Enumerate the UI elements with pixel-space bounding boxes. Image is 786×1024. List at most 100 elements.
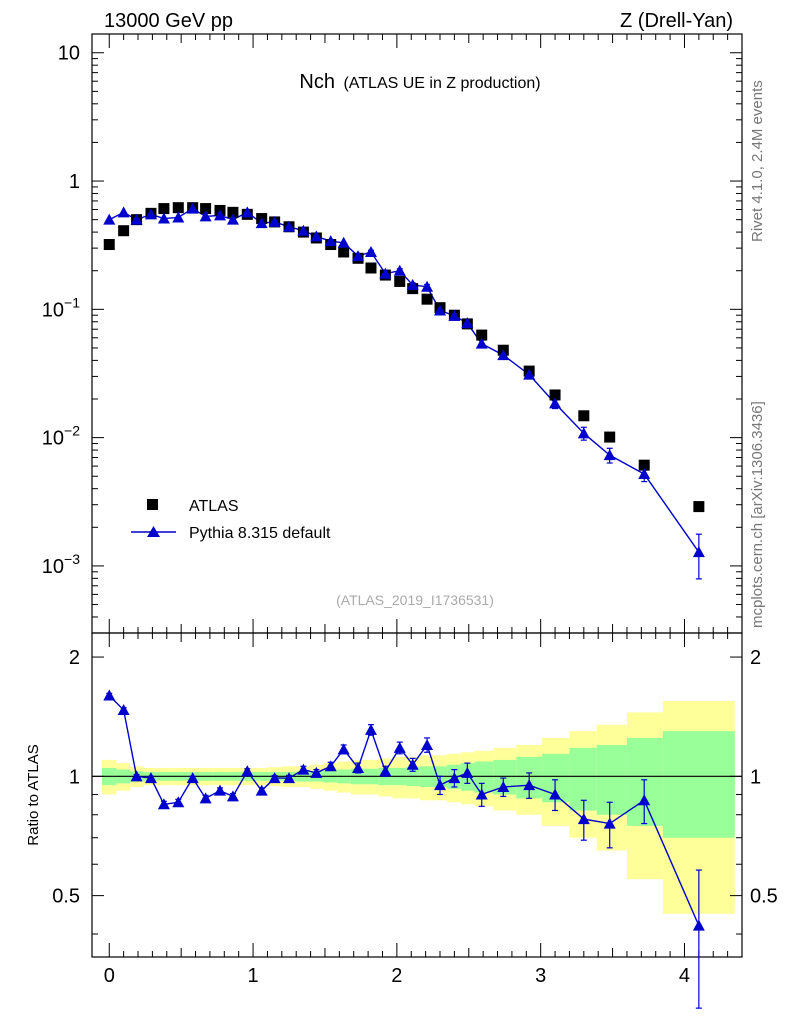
main-ytick-label: 10 [58,43,80,65]
mc-point [549,397,562,409]
mc-point [638,468,651,480]
data-point [103,239,115,251]
data-point [200,203,212,215]
legend-data-label: ATLAS [189,498,239,515]
mc-point [434,304,447,316]
ratio-frame [91,632,743,958]
ratio-point [310,766,323,778]
legend-data-marker [147,499,158,510]
ratio-point [379,765,392,777]
ratio-ytick-label: 1 [69,766,80,788]
mc-point [103,213,116,225]
data-point [604,431,616,443]
ratio-point [157,798,170,810]
mc-point [364,245,377,257]
ratio-ytick-label-right: 2 [750,647,761,669]
ratio-ytick-label-right: 0.5 [750,886,778,908]
ratio-ylabel: Ratio to ATLAS [25,744,42,845]
data-point [158,203,170,215]
mc-point [310,230,323,242]
mc-point [186,202,199,214]
ratio-point [337,743,350,755]
data-point [638,459,650,471]
ratio-point [268,772,281,784]
main-frame [91,33,743,634]
ratio-xtick-label: 0 [104,965,115,987]
data-point [172,202,184,214]
ratio-point [352,761,365,773]
mc-point [255,217,268,229]
ratio-point [434,779,447,791]
ratio-point [475,788,488,800]
ratio-point [117,704,130,716]
ratio-panel: 0 1 2 3 4 2 2 1 1 0.5 0.5 [52,632,778,1009]
mc-point [603,449,616,461]
main-ytick-label: 10−2 [42,423,80,450]
ratio-point [255,784,268,796]
data-point [421,293,433,305]
ratio-point [241,765,254,777]
ratio-point [549,788,562,800]
ratio-point [638,794,651,806]
plot-title-main: Nch [299,71,335,93]
mc-point [213,209,226,221]
ratio-point [364,723,377,735]
ratio-point [448,772,461,784]
ratio-point [523,779,536,791]
mc-point [172,211,185,223]
data-point [549,389,561,401]
ratio-ytick-label: 0.5 [52,886,80,908]
data-point [365,262,377,274]
ratio-point [130,770,143,782]
mc-point [393,264,406,276]
mc-point [337,236,350,248]
ratio-point [103,689,116,701]
ratio-point [421,738,434,750]
ratio-ytick-label: 2 [69,647,80,669]
ratio-xtick-label: 4 [679,965,690,987]
ratio-point [213,784,226,796]
ratio-xtick-label: 3 [535,965,546,987]
mc-point [352,250,365,262]
mc-point [421,280,434,292]
ratio-band-inner [596,744,627,815]
ratio-band-inner [569,747,597,811]
main-ytick-label: 10−3 [42,551,80,578]
legend-mc-marker [147,526,160,537]
ratio-xtick-label: 1 [247,965,258,987]
ratio-point [692,919,705,931]
ratio-point [172,796,185,808]
mc-point [692,546,705,558]
data-point [578,410,590,422]
mc-point [117,206,130,218]
ratio-point [297,763,310,775]
header-left: 13000 GeV pp [104,10,233,32]
mc-point [226,213,239,225]
plot-title: Nch (ATLAS UE in Z production) [299,71,540,93]
mc-point [297,224,310,236]
mc-point [475,337,488,349]
ratio-point [497,780,510,792]
mc-point [283,220,296,232]
plot-title-sub: (ATLAS UE in Z production) [343,75,540,92]
legend-mc-label: Pythia 8.315 default [189,525,331,542]
mc-point [157,212,170,224]
ratio-point [324,760,337,772]
mc-point [497,349,510,361]
ratio-point [406,758,419,770]
mc-point [144,208,157,220]
ratio-point [283,772,296,784]
data-point [118,225,130,237]
mc-point [199,210,212,222]
rivet-label: Rivet 4.1.0, 2.4M events [749,80,766,242]
mc-point [130,213,143,225]
ratio-band-inner [662,731,735,838]
ratio-point [144,772,157,784]
ratio-xtick-label: 2 [391,965,402,987]
main-panel: 10 1 10−1 10−2 10−3 [42,33,743,634]
ratio-point [186,772,199,784]
ratio-point [226,790,239,802]
mcplots-label: mcplots.cern.ch [arXiv:1306.3436] [749,401,766,628]
ratio-point [461,766,474,778]
